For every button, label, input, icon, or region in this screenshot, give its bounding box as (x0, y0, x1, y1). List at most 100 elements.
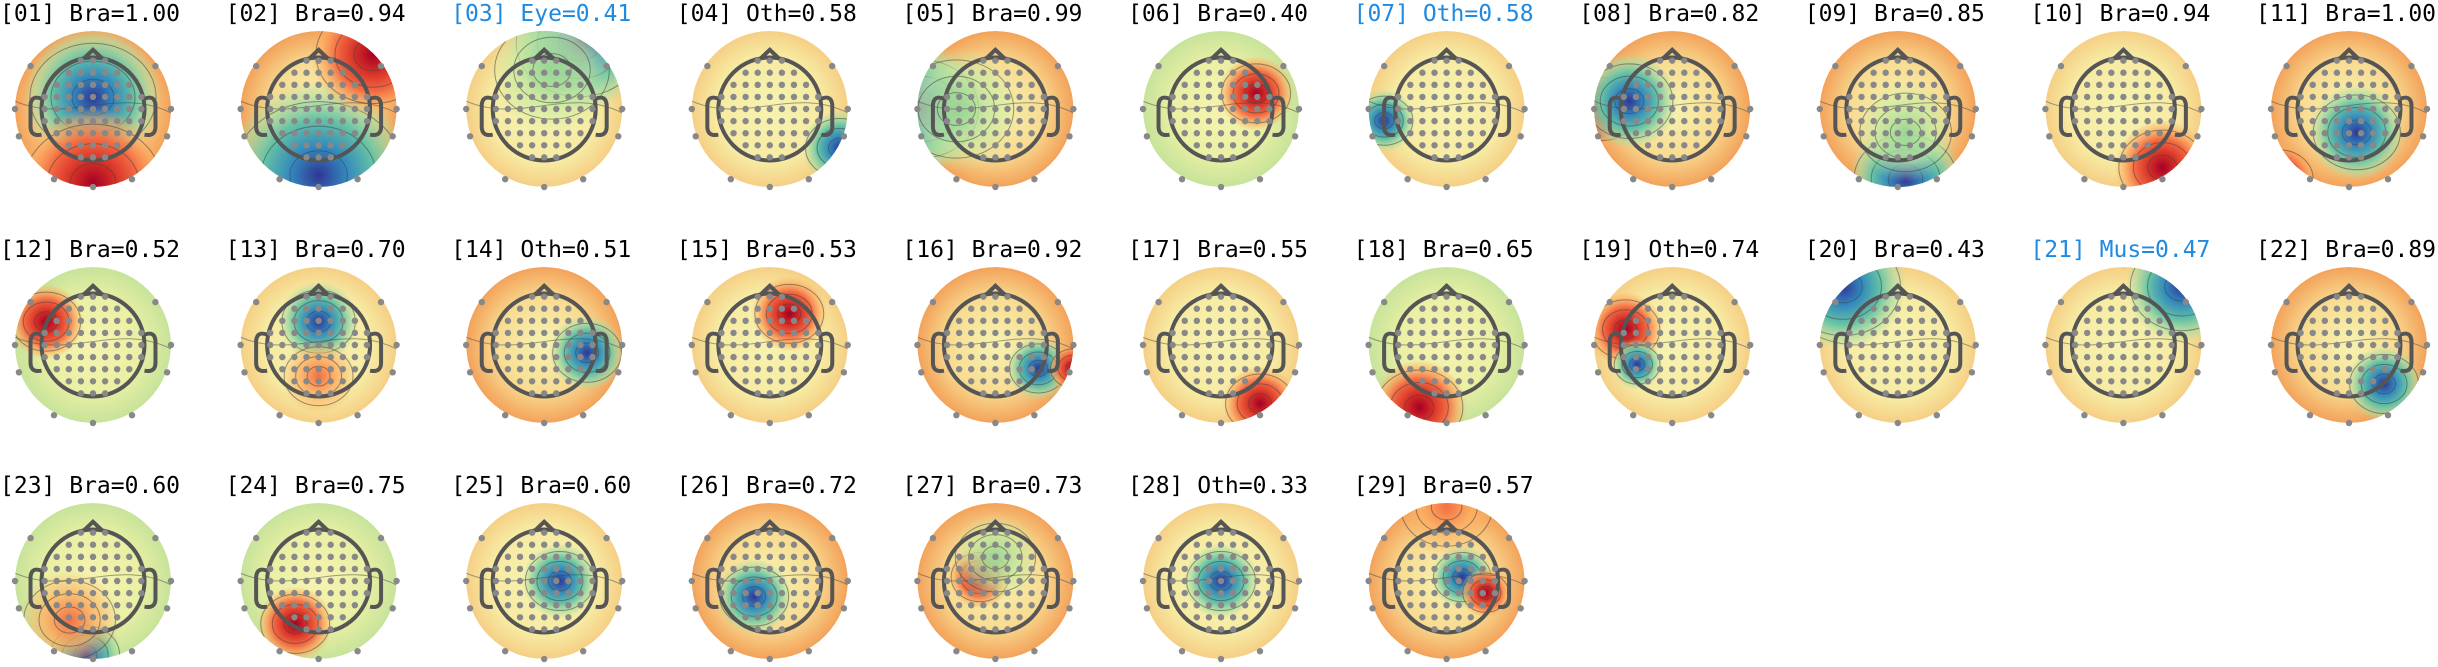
topomap (11, 31, 175, 191)
ear (1271, 567, 1286, 610)
nose (984, 519, 1007, 533)
component[interactable]: [03] Eye=0.41 (451, 0, 648, 191)
component[interactable]: [10] Bra=0.94 (2030, 1, 2210, 215)
component-label: [23] Bra=0.60 (0, 473, 180, 499)
component[interactable]: [08] Bra=0.82 (1562, 1, 1759, 191)
ear (254, 95, 268, 138)
nose (533, 47, 555, 61)
component[interactable]: [16] Bra=0.92 (902, 237, 1098, 427)
nose (984, 47, 1007, 61)
component-label: [04] Oth=0.58 (677, 1, 857, 27)
component[interactable]: [18] Bra=0.65 (1354, 237, 1534, 455)
component-label: [28] Oth=0.33 (1128, 473, 1308, 499)
topomap (11, 267, 175, 427)
topomap (463, 267, 626, 427)
component[interactable]: [26] Bra=0.72 (677, 473, 857, 663)
nose (759, 47, 781, 61)
ear (2399, 95, 2414, 138)
nose (82, 47, 104, 61)
nose (1210, 519, 1232, 533)
topomap (463, 31, 626, 191)
topomap (1591, 31, 1754, 191)
component[interactable]: [05] Bra=0.99 (859, 1, 1083, 191)
nose (82, 283, 104, 297)
topomap (1591, 267, 1754, 427)
nose (1661, 283, 1683, 297)
ear (1607, 95, 1622, 138)
component[interactable]: [19] Oth=0.74 (1579, 237, 1759, 427)
topomap (463, 503, 626, 663)
component[interactable]: [29] Bra=0.57 (1354, 457, 1534, 663)
component-label: [17] Bra=0.55 (1128, 237, 1308, 263)
nose (307, 519, 330, 533)
ear (1497, 331, 1512, 374)
component[interactable]: [27] Bra=0.73 (902, 473, 1082, 663)
component[interactable]: [09] Bra=0.85 (1805, 1, 1985, 235)
ear (1833, 331, 1848, 374)
nose (2112, 47, 2135, 61)
ear (2284, 95, 2299, 138)
component[interactable]: [06] Bra=0.40 (1128, 1, 1308, 191)
topomap (11, 503, 175, 663)
component[interactable]: [04] Oth=0.58 (677, 1, 878, 191)
ear (1156, 567, 1171, 610)
component-label: [12] Bra=0.52 (0, 237, 180, 263)
topomap (237, 31, 400, 191)
component[interactable]: [11] Bra=1.00 (2241, 1, 2436, 217)
ear (2174, 95, 2188, 138)
component[interactable]: [15] Bra=0.53 (677, 237, 857, 427)
nose (1435, 47, 1458, 61)
ear (143, 95, 158, 138)
component[interactable]: [07] Oth=0.58 (1353, 1, 1534, 191)
component-label: [01] Bra=1.00 (0, 1, 180, 27)
ear (705, 95, 720, 138)
component[interactable]: [12] Bra=0.52 (0, 237, 180, 427)
ear (930, 331, 945, 374)
topomap (237, 267, 400, 427)
component[interactable]: [24] Bra=0.75 (226, 473, 406, 663)
nose (533, 519, 555, 533)
component[interactable]: [22] Bra=0.89 (2256, 237, 2436, 427)
nose (307, 283, 330, 297)
component[interactable]: [17] Bra=0.55 (1128, 237, 1308, 441)
topomap (1365, 267, 1528, 427)
ear (2058, 331, 2073, 374)
component-label: [09] Bra=0.85 (1805, 1, 1985, 27)
topomap (914, 503, 1077, 663)
topomap (688, 503, 851, 663)
ear (1046, 567, 1060, 610)
ear (369, 95, 384, 138)
ear (820, 331, 835, 374)
topomap (237, 503, 400, 663)
ear (1156, 95, 1171, 138)
component-label: [27] Bra=0.73 (902, 473, 1082, 499)
ear (705, 567, 720, 610)
component-label: [03] Eye=0.41 (451, 1, 631, 27)
component-label: [02] Bra=0.94 (226, 1, 406, 27)
component[interactable]: [21] Mus=0.47 (2030, 230, 2238, 427)
component[interactable]: [20] Bra=0.43 (1781, 224, 1985, 427)
ear (1046, 331, 1060, 374)
component-label: [25] Bra=0.60 (451, 473, 631, 499)
ear (28, 567, 43, 610)
component[interactable]: [02] Bra=0.94 (225, 0, 436, 269)
ear (820, 567, 835, 610)
component-label: [10] Bra=0.94 (2030, 1, 2210, 27)
topomap (914, 267, 1077, 427)
component[interactable]: [01] Bra=1.00 (0, 1, 180, 258)
component[interactable]: [25] Bra=0.60 (451, 473, 631, 663)
nose (1435, 283, 1458, 297)
component[interactable]: [13] Bra=0.70 (226, 237, 406, 427)
component[interactable]: [28] Oth=0.33 (1128, 473, 1308, 663)
ear (143, 567, 158, 610)
component-label: [07] Oth=0.58 (1354, 1, 1534, 27)
ear (2174, 331, 2188, 374)
component[interactable]: [23] Bra=0.60 (0, 473, 180, 667)
ear (594, 95, 609, 138)
component-label: [08] Bra=0.82 (1579, 1, 1759, 27)
nose (1210, 283, 1232, 297)
component[interactable]: [14] Oth=0.51 (451, 237, 631, 427)
ear (820, 95, 835, 138)
ear (1722, 331, 1737, 374)
